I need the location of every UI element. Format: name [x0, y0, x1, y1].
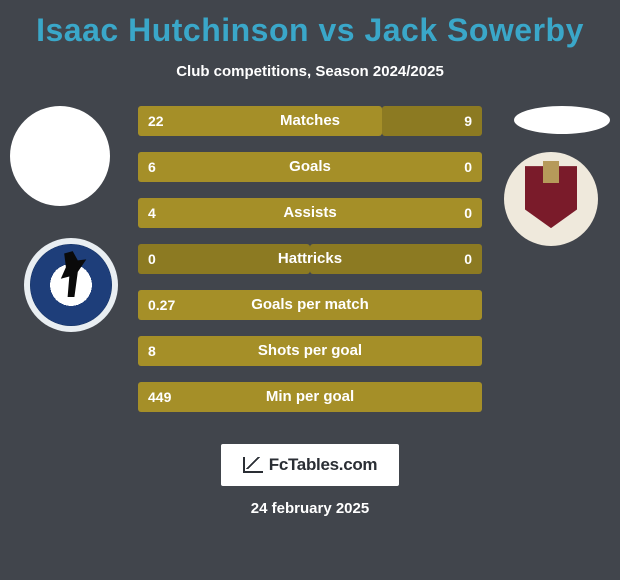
stat-bar-left — [138, 290, 482, 320]
club-badge-left — [24, 238, 118, 332]
comparison-area: 229Matches60Goals40Assists00Hattricks0.2… — [0, 106, 620, 436]
stat-row: 8Shots per goal — [138, 336, 482, 366]
stat-value-left: 4 — [138, 198, 166, 228]
chart-icon — [243, 457, 263, 473]
stat-value-left: 449 — [138, 382, 181, 412]
stat-row: 0.27Goals per match — [138, 290, 482, 320]
stat-value-right: 0 — [454, 152, 482, 182]
subtitle: Club competitions, Season 2024/2025 — [0, 63, 620, 80]
stat-value-right: 9 — [454, 106, 482, 136]
generated-date: 24 february 2025 — [0, 500, 620, 517]
stat-bar-left — [138, 106, 382, 136]
stat-row: 229Matches — [138, 106, 482, 136]
club-badge-right — [504, 152, 598, 246]
stat-bar-left — [138, 336, 482, 366]
stat-bar-left — [138, 198, 482, 228]
page-title: Isaac Hutchinson vs Jack Sowerby — [0, 0, 620, 49]
stat-value-left: 22 — [138, 106, 174, 136]
player-right-photo — [514, 106, 610, 134]
stat-bars: 229Matches60Goals40Assists00Hattricks0.2… — [138, 106, 482, 428]
player-left-photo — [10, 106, 110, 206]
stat-value-left: 0.27 — [138, 290, 185, 320]
stat-bar-left — [138, 382, 482, 412]
stat-value-left: 0 — [138, 244, 166, 274]
stat-row: 449Min per goal — [138, 382, 482, 412]
stat-value-right: 0 — [454, 244, 482, 274]
stat-bar-left — [138, 152, 482, 182]
stat-value-right: 0 — [454, 198, 482, 228]
footer-brand-text: FcTables.com — [269, 455, 378, 475]
stat-row: 00Hattricks — [138, 244, 482, 274]
stat-row: 40Assists — [138, 198, 482, 228]
footer-brand: FcTables.com — [221, 444, 399, 486]
stat-row: 60Goals — [138, 152, 482, 182]
stat-value-left: 6 — [138, 152, 166, 182]
stat-value-left: 8 — [138, 336, 166, 366]
